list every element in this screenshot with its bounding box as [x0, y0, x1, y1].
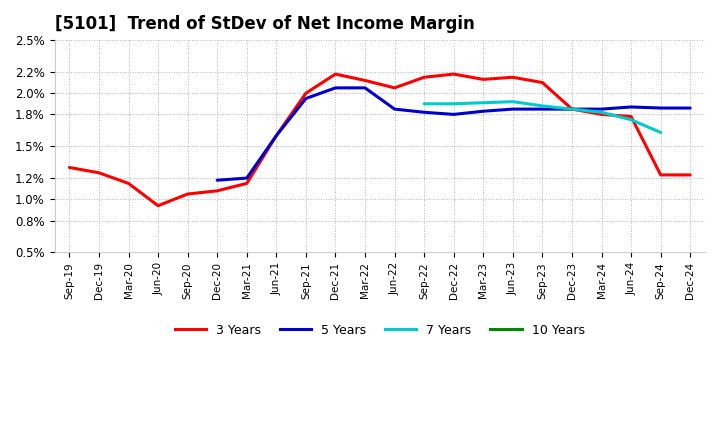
3 Years: [449, 71, 458, 77]
3 Years: [479, 77, 487, 82]
3 Years: [184, 191, 192, 197]
5 Years: [420, 110, 428, 115]
3 Years: [567, 106, 576, 112]
5 Years: [361, 85, 369, 91]
Legend: 3 Years, 5 Years, 7 Years, 10 Years: 3 Years, 5 Years, 7 Years, 10 Years: [170, 319, 590, 342]
7 Years: [657, 130, 665, 135]
3 Years: [302, 91, 310, 96]
5 Years: [686, 106, 695, 111]
7 Years: [420, 101, 428, 106]
3 Years: [420, 75, 428, 80]
5 Years: [567, 106, 576, 112]
5 Years: [508, 106, 517, 112]
3 Years: [154, 203, 163, 208]
5 Years: [657, 106, 665, 111]
7 Years: [508, 99, 517, 104]
5 Years: [302, 96, 310, 101]
3 Years: [243, 181, 251, 186]
5 Years: [213, 178, 222, 183]
5 Years: [449, 112, 458, 117]
3 Years: [124, 181, 132, 186]
3 Years: [686, 172, 695, 178]
3 Years: [331, 71, 340, 77]
5 Years: [538, 106, 546, 112]
7 Years: [479, 100, 487, 105]
5 Years: [272, 133, 281, 138]
5 Years: [243, 176, 251, 181]
5 Years: [597, 106, 606, 112]
5 Years: [479, 109, 487, 114]
7 Years: [627, 117, 636, 122]
3 Years: [94, 170, 103, 176]
7 Years: [597, 110, 606, 115]
3 Years: [597, 112, 606, 117]
3 Years: [65, 165, 73, 170]
7 Years: [538, 103, 546, 109]
3 Years: [272, 133, 281, 138]
5 Years: [627, 104, 636, 110]
Line: 5 Years: 5 Years: [217, 88, 690, 180]
7 Years: [449, 101, 458, 106]
3 Years: [213, 188, 222, 194]
3 Years: [627, 114, 636, 119]
5 Years: [331, 85, 340, 91]
7 Years: [567, 106, 576, 112]
3 Years: [361, 78, 369, 83]
Line: 7 Years: 7 Years: [424, 102, 661, 132]
Text: [5101]  Trend of StDev of Net Income Margin: [5101] Trend of StDev of Net Income Marg…: [55, 15, 474, 33]
3 Years: [538, 80, 546, 85]
3 Years: [657, 172, 665, 178]
Line: 3 Years: 3 Years: [69, 74, 690, 205]
5 Years: [390, 106, 399, 112]
3 Years: [390, 85, 399, 91]
3 Years: [508, 75, 517, 80]
